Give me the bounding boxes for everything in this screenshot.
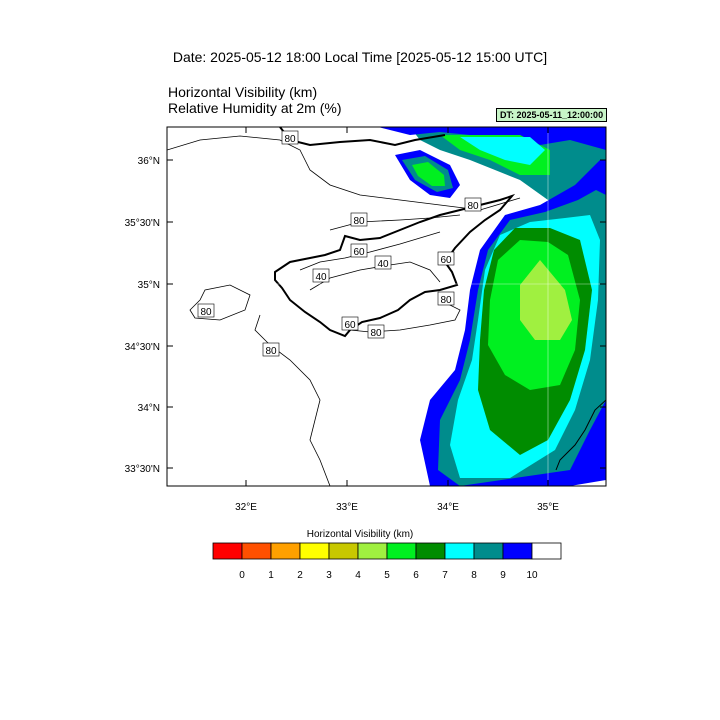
humidity-contours: [167, 135, 521, 486]
colorbar-label: 7: [442, 570, 448, 581]
levant-coast: [555, 399, 606, 471]
colorbar-cell: [473, 542, 504, 560]
lat-tick-label: 34°N: [138, 403, 160, 414]
tick-label-group: 36°N 35°30'N 35°N 34°30'N 34°N 33°30'N 3…: [125, 156, 560, 513]
colorbar-label: 8: [471, 570, 477, 581]
colorbar-cell: [357, 542, 388, 560]
map-frame: [166, 126, 607, 487]
variable-title-visibility: Horizontal Visibility (km): [168, 84, 318, 100]
rh-contour-80-west: [189, 284, 251, 321]
contour-label: 60: [440, 255, 452, 266]
colorbar-cell: [241, 542, 272, 560]
colorbar-label: 1: [268, 570, 274, 581]
vis-band-north-blue: [378, 127, 606, 150]
date-title: Date: 2025-05-12 18:00 Local Time [2025-…: [172, 49, 548, 65]
colorbar-cell: [531, 542, 562, 560]
vis-island-green: [412, 162, 445, 186]
colorbar-cell: [415, 542, 446, 560]
colorbar-label: 9: [500, 570, 506, 581]
vis-band-north-cyan: [460, 137, 545, 165]
colorbar-label: 0: [239, 570, 245, 581]
colorbar-label: 5: [384, 570, 390, 581]
contour-label: 40: [315, 272, 327, 283]
rh-contour-80-south: [254, 314, 331, 486]
visibility-field: [167, 127, 606, 486]
lon-tick-label: 34°E: [437, 502, 459, 513]
vis-band-east-lightgreen: [520, 260, 572, 340]
lat-tick-label: 33°30'N: [125, 464, 160, 475]
colorbar-cell: [299, 542, 330, 560]
lat-tick-label: 36°N: [138, 156, 160, 167]
colorbar-cell: [444, 542, 475, 560]
rh-contour-80-north: [167, 135, 521, 211]
cyprus-coast: [274, 193, 516, 338]
contour-label: 80: [440, 295, 452, 306]
lon-tick-label: 33°E: [336, 502, 358, 513]
colorbar-label: 3: [326, 570, 332, 581]
rh-contour-80-inner: [329, 214, 461, 231]
contour-label: 80: [467, 201, 479, 212]
colorbar-label: 2: [297, 570, 303, 581]
contour-label: 80: [200, 307, 212, 318]
contour-label: 60: [344, 320, 356, 331]
contour-label: 80: [265, 346, 277, 357]
lon-tick-label: 32°E: [235, 502, 257, 513]
colorbar-cell: [212, 542, 243, 560]
contour-label: 80: [370, 328, 382, 339]
colorbar-cell: [502, 542, 533, 560]
colorbar-label: 6: [413, 570, 419, 581]
lon-tick-label: 35°E: [537, 502, 559, 513]
contour-label: 80: [353, 216, 365, 227]
contour-label: 40: [377, 259, 389, 270]
axis-ticks: [167, 127, 606, 486]
dt-badge: DT: 2025-05-11_12:00:00: [496, 108, 608, 122]
graticule: [167, 127, 606, 486]
colorbar-cell: [386, 542, 417, 560]
rh-contour-60: [299, 231, 441, 271]
contour-label: 60: [353, 247, 365, 258]
contour-label-group: 80 80 80 60 40 60 40 80 60 80 80 80: [197, 130, 482, 357]
colorbar: [212, 542, 562, 560]
colorbar-cell: [270, 542, 301, 560]
colorbar-title: Horizontal Visibility (km): [306, 529, 414, 540]
colorbar-label: 10: [526, 570, 538, 581]
variable-title-humidity: Relative Humidity at 2m (%): [168, 100, 342, 116]
lat-tick-label: 35°30'N: [125, 218, 160, 229]
lat-tick-label: 35°N: [138, 280, 160, 291]
lat-tick-label: 34°30'N: [125, 342, 160, 353]
colorbar-cell: [328, 542, 359, 560]
colorbar-label: 4: [355, 570, 361, 581]
vis-band-north-dark: [410, 127, 606, 260]
contour-label: 80: [284, 134, 296, 145]
